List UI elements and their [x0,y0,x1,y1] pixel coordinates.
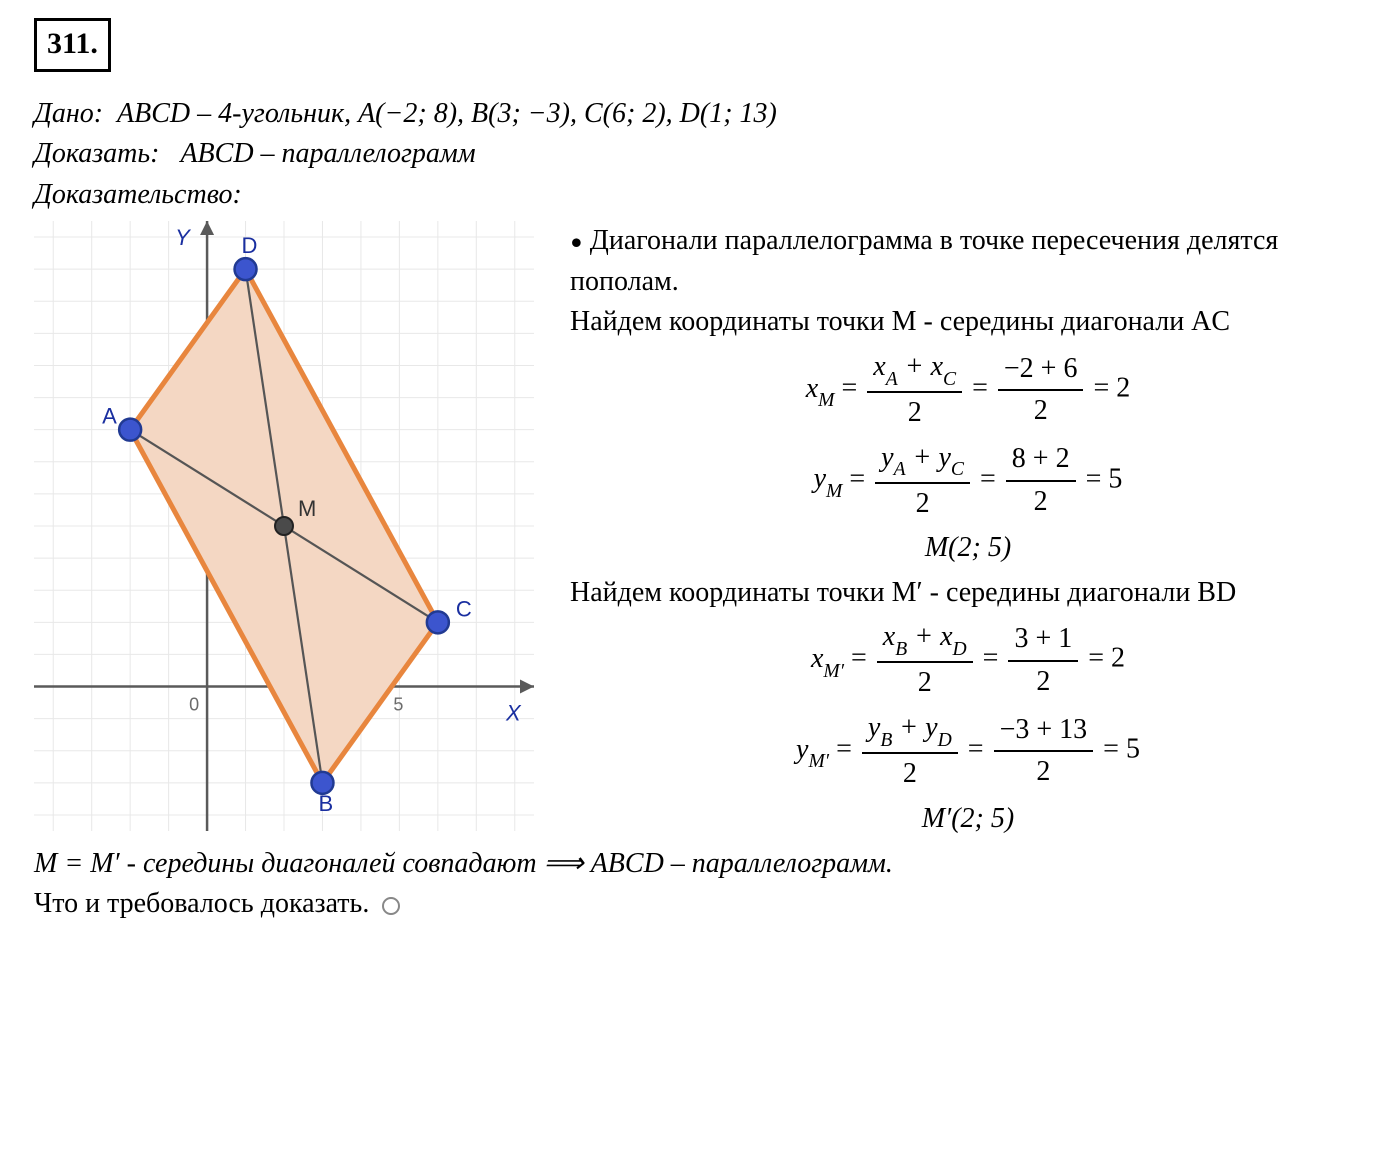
problem-number: 311. [34,18,111,72]
find-mp-text: Найдем координаты точки M′ - середины ди… [570,573,1366,614]
given-text: ABCD – 4-угольник, A(−2; 8), B(3; −3), C… [117,98,777,129]
svg-text:0: 0 [189,695,199,715]
proof-label-line: Доказательство: [34,175,1366,216]
prove-line: Доказать: ABCD – параллелограмм [34,134,1366,175]
svg-text:Y: Y [175,225,191,250]
given-label: Дано [34,98,94,129]
bullet-text: Диагонали параллелограмма в точке пересе… [570,225,1278,297]
given-line: Дано: ABCD – 4-угольник, A(−2; 8), B(3; … [34,94,1366,135]
prove-text: ABCD – параллелограмм [180,138,475,169]
ym-formula: yM = yA + yC2 = 8 + 22 = 5 [570,438,1366,525]
xmp-formula: xM′ = xB + xD2 = 3 + 12 = 2 [570,617,1366,704]
text-column: • Диагонали параллелограмма в точке пере… [570,221,1366,844]
find-m-text: Найдем координаты точки M - середины диа… [570,302,1366,343]
svg-text:B: B [318,791,333,816]
xm-formula: xM = xA + xC2 = −2 + 62 = 2 [570,347,1366,434]
ymp-formula: yM′ = yB + yD2 = −3 + 132 = 5 [570,708,1366,795]
svg-text:5: 5 [393,695,403,715]
conclusion-1: M = M′ - середины диагоналей совпадают ⟹… [34,844,1366,885]
m-point: M(2; 5) [570,528,1366,569]
proof-label: Доказательство [34,179,232,210]
svg-text:M: M [298,496,316,521]
svg-text:D: D [242,233,258,258]
qed-circle-icon [382,897,400,915]
svg-text:X: X [505,701,522,726]
svg-text:A: A [102,404,117,429]
graph-column: 05510XYABCDM [34,221,534,844]
conclusion-2: Что и требовалось доказать. [34,884,1366,925]
svg-text:C: C [456,597,472,622]
bullet-icon: • [570,223,583,263]
bullet-line: • Диагонали параллелограмма в точке пере… [570,221,1366,302]
coordinate-graph: 05510XYABCDM [34,221,534,831]
main-content: 05510XYABCDM • Диагонали параллелограмма… [34,221,1366,844]
prove-label: Доказать [34,138,150,169]
mp-point: M′(2; 5) [570,799,1366,840]
